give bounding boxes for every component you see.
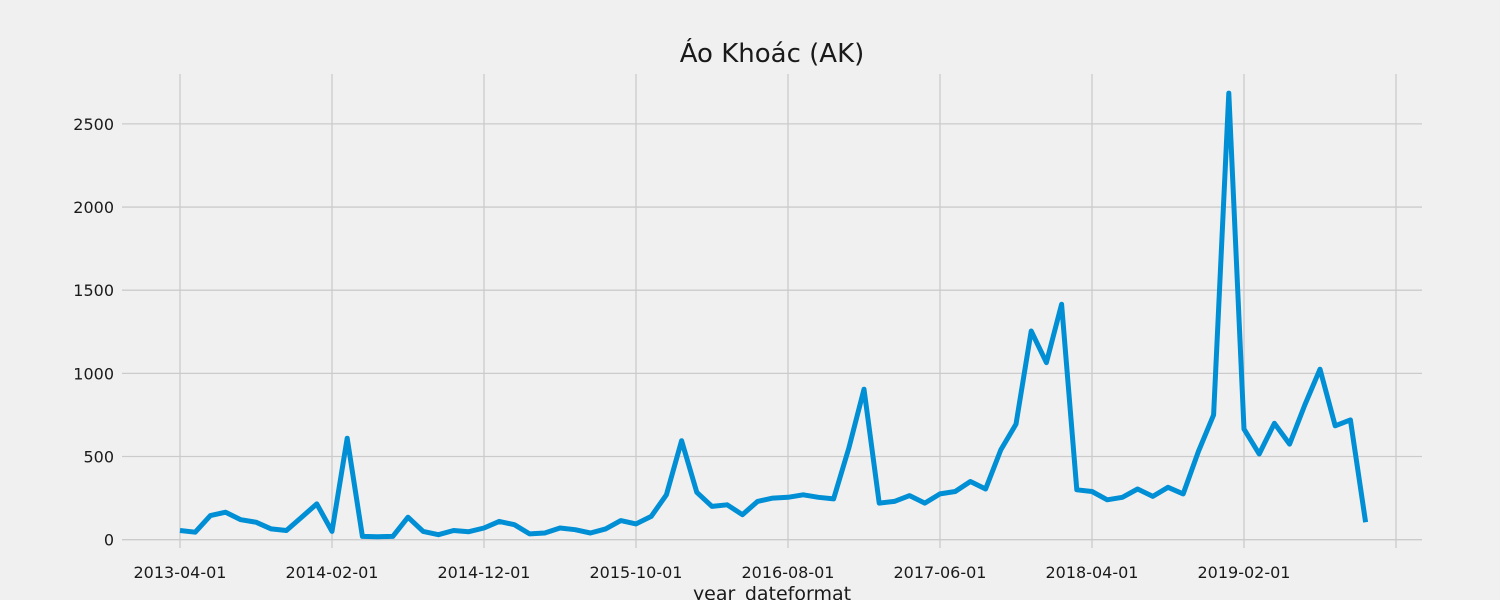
x-tick-label: 2017-06-01 bbox=[894, 563, 987, 582]
x-tick-label: 2013-04-01 bbox=[134, 563, 227, 582]
y-axis-ticks: 0 500 1000 1500 2000 2500 bbox=[73, 115, 114, 550]
y-tick-label: 2500 bbox=[73, 115, 114, 134]
y-tick-label: 500 bbox=[83, 448, 114, 467]
series-line-0 bbox=[179, 90, 1369, 540]
x-tick-label: 2016-08-01 bbox=[742, 563, 835, 582]
series-layer bbox=[179, 90, 1369, 540]
y-tick-label: 2000 bbox=[73, 198, 114, 217]
x-tick-label: 2014-12-01 bbox=[438, 563, 531, 582]
y-tick-label: 0 bbox=[104, 531, 114, 550]
y-tick-label: 1000 bbox=[73, 364, 114, 383]
x-tick-label: 2015-10-01 bbox=[590, 563, 683, 582]
x-tick-label: 2019-02-01 bbox=[1198, 563, 1291, 582]
x-axis-ticks: 2013-04-01 2014-02-01 2014-12-01 2015-10-01… bbox=[134, 563, 1291, 582]
grid bbox=[122, 74, 1422, 548]
x-axis-label: year_dateformat bbox=[693, 583, 851, 600]
x-tick-label: 2018-04-01 bbox=[1046, 563, 1139, 582]
x-tick-label: 2014-02-01 bbox=[286, 563, 379, 582]
chart-title: Áo Khoác (AK) bbox=[680, 37, 865, 69]
y-tick-label: 1500 bbox=[73, 281, 114, 300]
